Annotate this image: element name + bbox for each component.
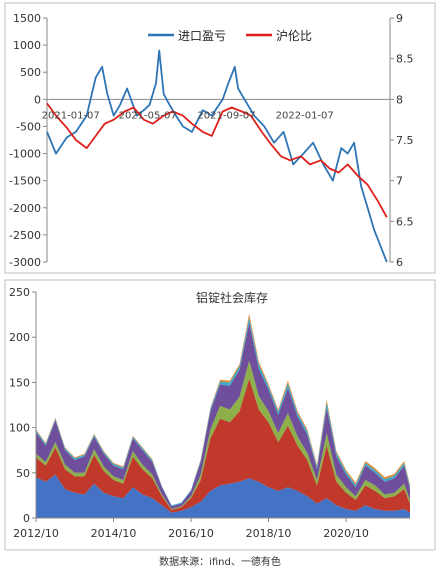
charts-canvas: 150010005000-500-1000-1500-2000-2500-300… (4, 2, 436, 551)
left-y-tick-label: -2000 (9, 202, 41, 215)
bottom-y-tick-label: 250 (9, 286, 30, 299)
stacked-area (36, 474, 410, 518)
left-y-tick-label: -2500 (9, 229, 41, 242)
legend-label: 进口盈亏 (178, 29, 226, 43)
left-y-tick-label: 500 (20, 66, 41, 79)
bottom-x-tick-label: 2018/10 (246, 527, 292, 540)
bottom-x-tick-label: 2020/10 (323, 527, 369, 540)
right-y-tick-label: 9 (396, 12, 403, 25)
bottom-chart: 铝锭社会库存 250 200 150 100 50 0 2012/10 2014/10 2016/… (9, 286, 410, 540)
left-y-tick-label: 1000 (13, 39, 41, 52)
left-y-tick-label: -3000 (9, 256, 41, 269)
left-y-tick-label: -500 (16, 120, 41, 133)
right-y-tick-label: 6 (396, 256, 403, 269)
top-chart: 1500 1000 500 0 -500 -1000 -1500 -2000 -2500 -300… (9, 12, 413, 269)
top-chart-frame (4, 2, 436, 274)
right-y-tick-label: 7.5 (396, 134, 414, 147)
bottom-x-tick-label: 2016/10 (168, 527, 214, 540)
stacked-area (36, 378, 410, 513)
bottom-y-tick-label: 50 (16, 467, 30, 480)
top-legend: 进口盈亏 沪伦比 (148, 28, 312, 43)
legend-label: 沪伦比 (276, 28, 312, 43)
bottom-y-tick-label: 200 (9, 331, 30, 344)
right-y-tick-label: 7 (396, 175, 403, 188)
left-y-tick-label: 0 (34, 93, 41, 106)
bottom-y-tick-label: 100 (9, 422, 30, 435)
bottom-y-tick-label: 0 (23, 512, 30, 525)
right-y-tick-label: 6.5 (396, 215, 414, 228)
x-date-label: 2022-01-07 (276, 110, 334, 121)
x-date-label: 2021-09-07 (197, 110, 255, 121)
data-source-note: 数据来源：ifind、一德有色 (159, 557, 281, 568)
bottom-chart-title: 铝锭社会库存 (196, 290, 268, 305)
right-y-tick-label: 8 (396, 93, 403, 106)
right-y-tick-label: 8.5 (396, 53, 414, 66)
left-y-tick-label: -1500 (9, 175, 41, 188)
x-date-label: 2021-05-07 (119, 110, 177, 121)
bottom-x-tick-label: 2012/10 (13, 527, 59, 540)
series-line (46, 102, 388, 218)
left-y-tick-label: -1000 (9, 148, 41, 161)
bottom-x-tick-label: 2014/10 (91, 527, 137, 540)
x-date-label: 2021-01-07 (42, 110, 100, 121)
series-line (46, 49, 388, 263)
left-y-tick-label: 1500 (13, 12, 41, 25)
bottom-y-tick-label: 150 (9, 376, 30, 389)
bottom-chart-frame (4, 279, 436, 551)
